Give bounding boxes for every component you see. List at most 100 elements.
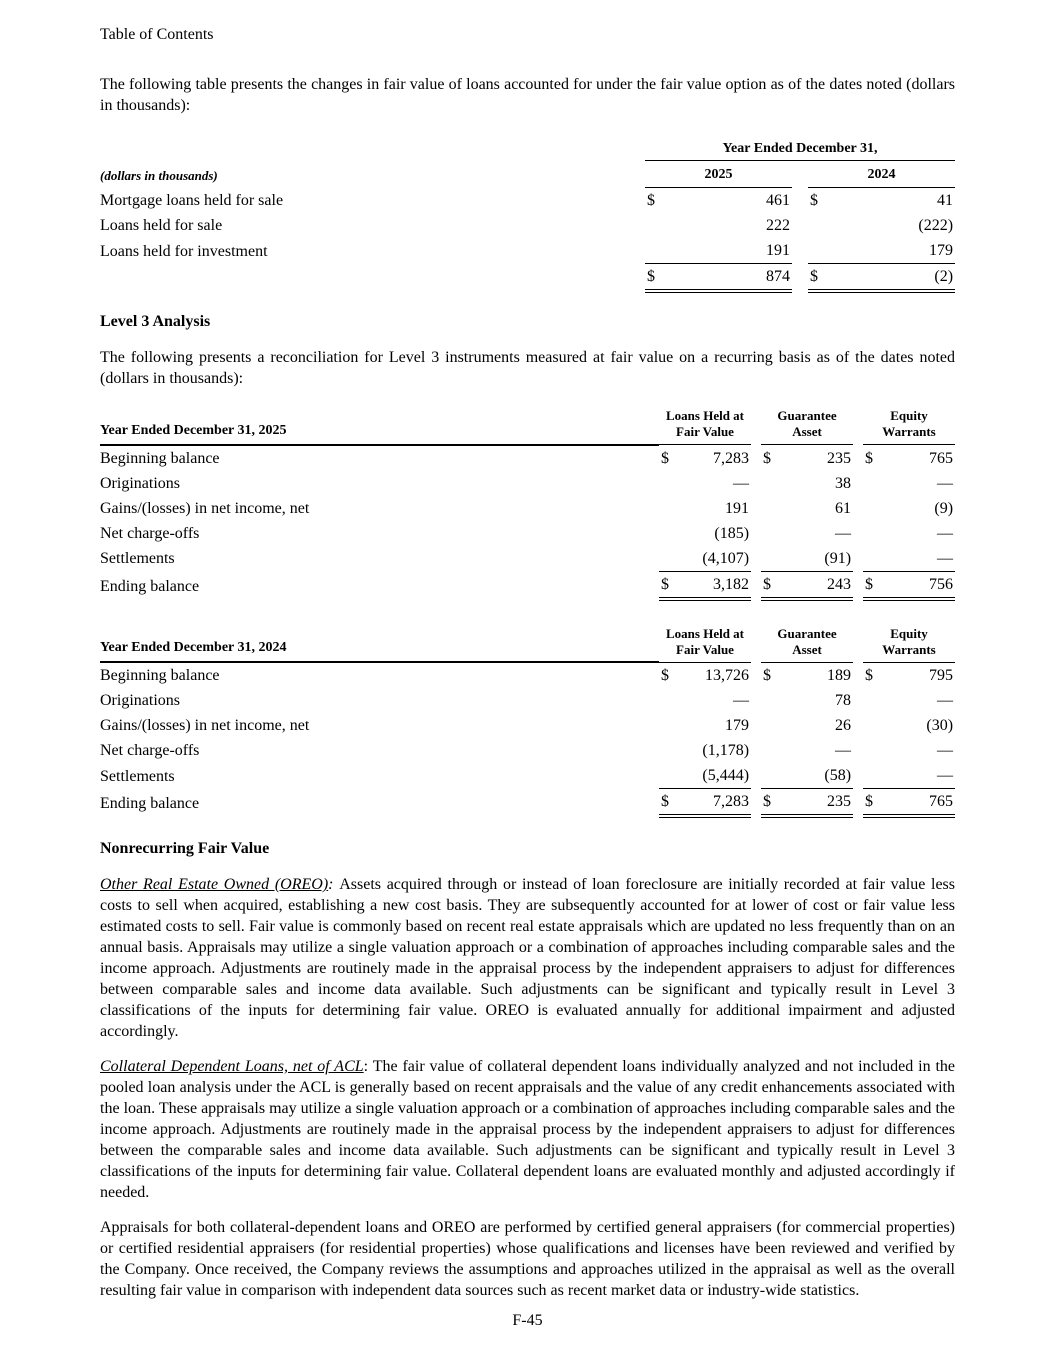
label-column-header: (dollars in thousands): [100, 167, 218, 183]
value-cell: (4,107): [677, 545, 752, 572]
currency-cell: $: [761, 571, 780, 601]
currency-cell: $: [863, 788, 882, 818]
value-cell: 179: [828, 238, 956, 264]
value-cell: 235: [827, 449, 852, 467]
row-label: Ending balance: [100, 577, 200, 595]
currency-cell: [863, 738, 881, 763]
table-title: Year Ended December 31, 2025: [100, 405, 659, 446]
currency-cell: $: [865, 449, 874, 467]
currency-cell: [659, 738, 677, 763]
value-cell: 795: [929, 667, 954, 684]
currency-cell: $: [763, 449, 772, 467]
currency-cell: $: [659, 788, 677, 818]
value-cell: 765: [881, 788, 956, 818]
gap-cell: [792, 161, 808, 188]
oreo-paragraph: Other Real Estate Owned (OREO): Assets a…: [100, 874, 955, 1042]
currency-cell: [761, 763, 780, 789]
table-year-header-row: (dollars in thousands) 2025 2024: [100, 160, 956, 188]
currency-cell: [659, 763, 677, 789]
level3-reconciliation-table-2024: Year Ended December 31, 2024 Loans Held …: [100, 622, 956, 819]
column-header-loans-held: Loans Held at Fair Value: [659, 405, 752, 445]
currency-cell: [761, 545, 780, 572]
gap-cell: [853, 623, 863, 663]
value-cell: (222): [918, 217, 954, 234]
currency-cell: $: [647, 192, 655, 209]
column-header-loans-held: Loans Held at Fair Value: [659, 622, 752, 663]
value-cell: —: [937, 692, 954, 709]
value-cell: 222: [766, 217, 790, 234]
value-cell: 7,283: [713, 449, 750, 467]
value-cell: 756: [881, 571, 956, 601]
value-cell: 191: [665, 238, 792, 264]
currency-cell: [645, 238, 665, 264]
value-cell: (2): [828, 263, 956, 293]
currency-cell: [863, 763, 882, 789]
column-header-equity-warrants: Equity Warrants: [863, 405, 956, 445]
currency-cell: [659, 471, 677, 496]
currency-cell: [863, 713, 881, 738]
table-total-row: $ 874 $ (2): [100, 263, 956, 293]
cdl-colon: :: [363, 1058, 373, 1075]
currency-cell: $: [810, 192, 818, 209]
currency-cell: [863, 471, 881, 496]
currency-cell: $: [761, 788, 780, 818]
cdl-body: The fair value of collateral dependent l…: [100, 1058, 956, 1201]
currency-cell: [863, 688, 881, 713]
currency-cell: [761, 713, 779, 738]
appraisals-paragraph: Appraisals for both collateral-dependent…: [100, 1219, 955, 1299]
currency-cell: [761, 496, 779, 521]
gap-cell: [751, 623, 761, 663]
table-row: Net charge-offs (185) — —: [100, 521, 955, 546]
row-label: Net charge-offs: [100, 742, 200, 759]
table-row: Loans held for sale 222 (222): [100, 213, 955, 238]
row-label: Gains/(losses) in net income, net: [100, 499, 310, 517]
value-cell: 765: [929, 449, 954, 467]
table-row: Originations — 38 —: [100, 471, 955, 496]
value-cell: 7,283: [677, 788, 752, 818]
column-header-guarantee-asset: Guarantee Asset: [761, 622, 854, 663]
value-cell: (185): [714, 524, 750, 542]
table-row: Settlements (5,444) (58) —: [100, 763, 956, 789]
value-cell: (9): [934, 499, 954, 517]
row-label: Net charge-offs: [100, 524, 200, 542]
table-row: Gains/(losses) in net income, net 191 61…: [100, 496, 955, 521]
row-label: Originations: [100, 474, 180, 492]
currency-cell: [761, 521, 779, 546]
currency-cell: [761, 738, 779, 763]
currency-cell: $: [763, 667, 772, 684]
currency-cell: [808, 213, 828, 238]
value-cell: —: [937, 742, 954, 759]
value-cell: 61: [835, 499, 852, 517]
value-cell: (58): [779, 763, 854, 789]
currency-cell: $: [661, 667, 669, 684]
value-cell: 26: [835, 717, 852, 734]
value-cell: 461: [766, 192, 790, 209]
value-cell: 874: [665, 263, 792, 293]
page-number: F-45: [512, 1312, 543, 1329]
gap-cell: [751, 405, 761, 445]
currency-cell: [645, 213, 665, 238]
row-label: Beginning balance: [100, 449, 220, 467]
value-cell: (91): [779, 545, 854, 572]
level3-heading: Level 3 Analysis: [100, 313, 211, 330]
value-cell: 78: [835, 692, 852, 709]
currency-cell: $: [863, 571, 882, 601]
value-cell: —: [733, 474, 750, 492]
table-row: Beginning balance $ 7,283 $ 235 $ 765: [100, 445, 955, 471]
row-label: Loans held for sale: [100, 217, 223, 234]
cdl-lead: Collateral Dependent Loans, net of ACL: [100, 1058, 364, 1075]
spacer-cell: [100, 136, 645, 161]
row-label: Loans held for investment: [100, 242, 268, 260]
row-label: Originations: [100, 692, 180, 709]
value-cell: 191: [725, 499, 750, 517]
oreo-lead: Other Real Estate Owned (OREO): [100, 876, 329, 893]
nonrecurring-heading: Nonrecurring Fair Value: [100, 840, 270, 857]
value-cell: —: [835, 742, 852, 759]
gap-cell: [853, 405, 863, 445]
table-total-row: Ending balance $ 7,283 $ 235 $ 765: [100, 788, 956, 818]
table-group-header-row: Year Ended December 31,: [100, 136, 956, 161]
level3-paragraph: The following presents a reconciliation …: [100, 349, 955, 387]
currency-cell: $: [865, 667, 874, 684]
currency-cell: [659, 496, 677, 521]
